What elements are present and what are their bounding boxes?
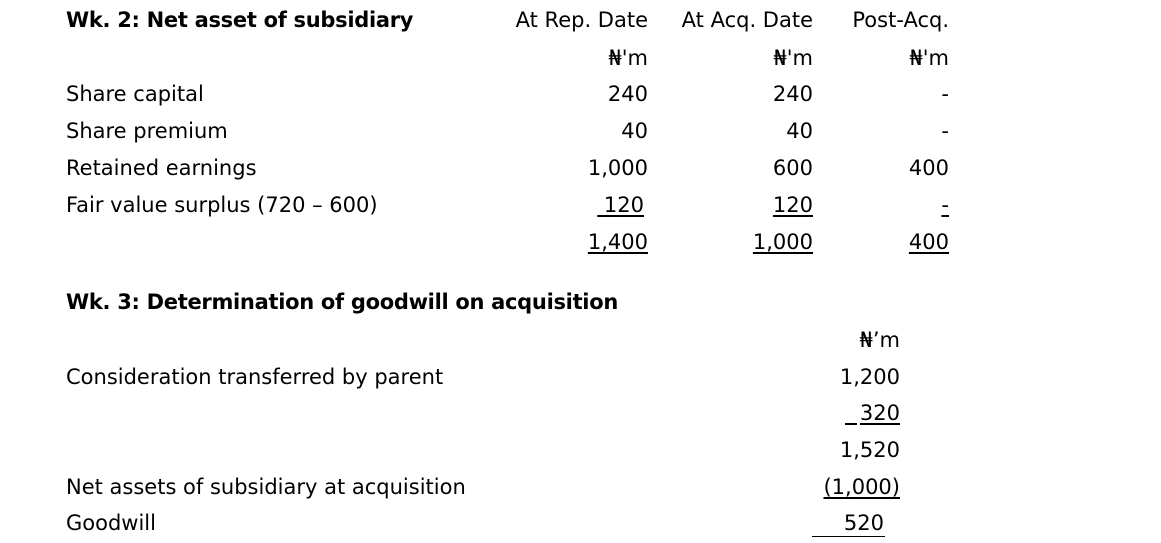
cell: 600 bbox=[772, 156, 813, 180]
cell: 40 bbox=[786, 119, 813, 143]
cell: 240 bbox=[607, 82, 648, 106]
cell: - bbox=[941, 82, 949, 106]
wk2-title: Wk. 2: Net asset of subsidiary bbox=[66, 8, 414, 32]
cell: 40 bbox=[621, 119, 648, 143]
wk3-title: Wk. 3: Determination of goodwill on acqu… bbox=[66, 290, 618, 314]
col-header-acq-date: At Acq. Date bbox=[681, 8, 813, 32]
cell: 1,200 bbox=[839, 365, 900, 389]
underline-mark bbox=[845, 423, 857, 425]
cell: 240 bbox=[772, 82, 813, 106]
cell: 1,520 bbox=[839, 438, 900, 462]
unit-label: ₦'m bbox=[909, 46, 949, 70]
row-label: Net assets of subsidiary at acquisition bbox=[66, 475, 466, 499]
cell: - bbox=[941, 119, 949, 143]
unit-label: ₦'m bbox=[773, 46, 813, 70]
unit-label: ₦’m bbox=[859, 328, 901, 352]
row-label: Goodwill bbox=[66, 511, 156, 535]
row-label: Consideration transferred by parent bbox=[66, 365, 444, 389]
row-label: Share premium bbox=[66, 119, 228, 143]
cell: 120 bbox=[597, 193, 644, 217]
col-header-post-acq: Post-Acq. bbox=[852, 8, 949, 32]
cell: 320 bbox=[859, 401, 900, 425]
unit-label: ₦'m bbox=[608, 46, 648, 70]
cell: 400 bbox=[908, 156, 949, 180]
cell: 1,000 bbox=[587, 156, 648, 180]
cell: 120 bbox=[772, 193, 813, 217]
cell: - bbox=[941, 193, 949, 217]
total-cell: 1,400 bbox=[587, 230, 648, 254]
row-label: Share capital bbox=[66, 82, 204, 106]
underline-mark bbox=[812, 536, 885, 537]
row-label: Retained earnings bbox=[66, 156, 257, 180]
row-label: Fair value surplus (720 – 600) bbox=[66, 193, 378, 217]
col-header-rep-date: At Rep. Date bbox=[515, 8, 648, 32]
cell: (1,000) bbox=[823, 475, 900, 499]
total-cell: 1,000 bbox=[752, 230, 813, 254]
cell: 520 bbox=[843, 511, 884, 535]
total-cell: 400 bbox=[908, 230, 949, 254]
